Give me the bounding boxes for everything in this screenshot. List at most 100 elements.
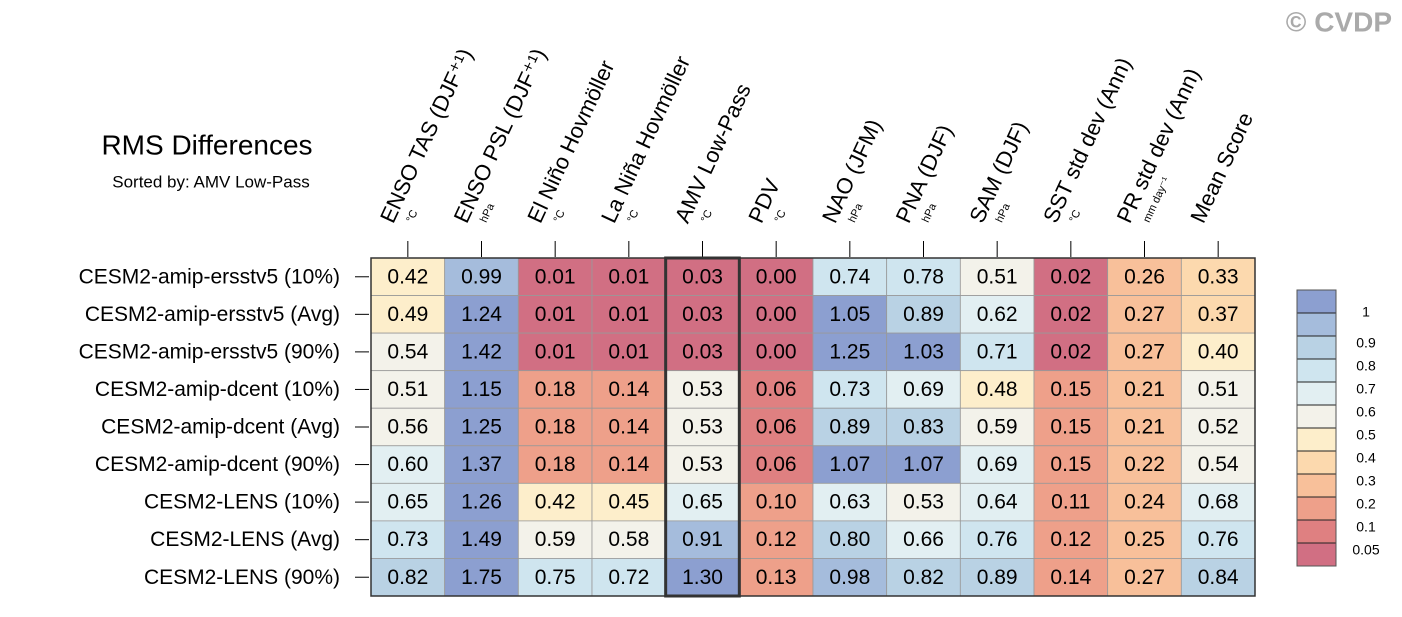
cell-label: 0.62 bbox=[977, 303, 1018, 326]
cell-label: 0.22 bbox=[1124, 453, 1165, 476]
cell bbox=[1107, 445, 1182, 484]
colorbar-box bbox=[1296, 358, 1337, 383]
cell-label: 0.98 bbox=[829, 566, 870, 589]
cell-label: 1.49 bbox=[461, 528, 502, 551]
cell-label: 0.12 bbox=[756, 528, 797, 551]
cell bbox=[370, 558, 446, 597]
colorbar-label: 0.6 bbox=[1356, 404, 1376, 420]
cell bbox=[517, 558, 593, 597]
cell bbox=[959, 558, 1035, 597]
cell bbox=[444, 332, 519, 372]
cell bbox=[665, 558, 740, 597]
cell bbox=[1107, 332, 1182, 372]
cell bbox=[738, 295, 814, 334]
cell bbox=[1180, 407, 1256, 447]
cell-label: 0.66 bbox=[903, 528, 944, 551]
cell-label: 0.15 bbox=[1050, 378, 1091, 401]
cell-label: 0.01 bbox=[608, 340, 649, 363]
cell-label: 0.68 bbox=[1198, 491, 1239, 514]
cell bbox=[1180, 332, 1256, 372]
cell-label: 0.64 bbox=[977, 491, 1018, 514]
cell bbox=[591, 295, 667, 334]
cell-label: 0.52 bbox=[1198, 416, 1239, 439]
cell-label: 0.51 bbox=[977, 265, 1018, 288]
cell-label: 0.51 bbox=[387, 378, 428, 401]
cell bbox=[738, 407, 814, 447]
cell bbox=[591, 520, 667, 559]
colorbar-box bbox=[1296, 450, 1337, 475]
cell-label: 0.42 bbox=[535, 491, 576, 514]
cell-label: 0.69 bbox=[977, 453, 1018, 476]
row-label: CESM2-amip-dcent (10%) bbox=[95, 378, 340, 401]
cell-label: 0.65 bbox=[387, 491, 428, 514]
cell-label: 0.73 bbox=[829, 378, 870, 401]
cell-label: 0.01 bbox=[608, 303, 649, 326]
cell-label: 1.24 bbox=[461, 303, 502, 326]
cell-label: 0.91 bbox=[682, 528, 723, 551]
cell bbox=[665, 332, 740, 372]
cell-label: 1.15 bbox=[461, 378, 502, 401]
colorbar-box bbox=[1296, 496, 1337, 521]
cell-label: 1.75 bbox=[461, 566, 502, 589]
cell-label: 0.06 bbox=[756, 378, 797, 401]
cell bbox=[738, 257, 814, 296]
cell bbox=[1180, 295, 1256, 334]
cell-label: 0.59 bbox=[977, 416, 1018, 439]
colorbar-box bbox=[1296, 519, 1337, 544]
column-unit: °C bbox=[1067, 208, 1083, 224]
cell-label: 0.21 bbox=[1124, 416, 1165, 439]
cell-label: 0.33 bbox=[1198, 265, 1239, 288]
cell bbox=[444, 257, 519, 296]
colorbar-label: 0.5 bbox=[1356, 427, 1376, 443]
column-label: AMV Low-Pass bbox=[670, 80, 756, 227]
cell bbox=[959, 370, 1035, 409]
cell-label: 0.18 bbox=[535, 416, 576, 439]
colorbar-label: 1 bbox=[1362, 304, 1370, 320]
cell-label: 0.83 bbox=[903, 416, 944, 439]
cell-label: 0.42 bbox=[387, 265, 428, 288]
cell-label: 0.53 bbox=[903, 491, 944, 514]
cell-label: 0.27 bbox=[1124, 303, 1165, 326]
cell bbox=[738, 520, 814, 559]
cell bbox=[517, 520, 593, 559]
sort-highlight bbox=[664, 256, 741, 598]
cell-label: 1.30 bbox=[682, 566, 723, 589]
colorbar-label: 0.2 bbox=[1356, 496, 1376, 512]
cell-label: 0.01 bbox=[535, 340, 576, 363]
cell-label: 0.99 bbox=[461, 265, 502, 288]
colorbar-box bbox=[1296, 473, 1337, 498]
row-label: CESM2-LENS (10%) bbox=[144, 491, 340, 514]
cell bbox=[1107, 295, 1182, 334]
column-unit: °C bbox=[699, 208, 715, 224]
cell-label: 0.63 bbox=[829, 491, 870, 514]
cell bbox=[1180, 370, 1256, 409]
cell bbox=[738, 482, 814, 522]
cell bbox=[665, 520, 740, 559]
cell-label: 0.73 bbox=[387, 528, 428, 551]
cell bbox=[370, 445, 446, 484]
cell bbox=[591, 407, 667, 447]
cell bbox=[444, 445, 519, 484]
cell-label: 0.00 bbox=[756, 303, 797, 326]
cell bbox=[444, 482, 519, 522]
cell-label: 0.82 bbox=[387, 566, 428, 589]
cell-label: 1.26 bbox=[461, 491, 502, 514]
colorbar-label: 0.05 bbox=[1352, 542, 1379, 558]
cell-label: 0.48 bbox=[977, 378, 1018, 401]
cell bbox=[591, 370, 667, 409]
cell-label: 1.37 bbox=[461, 453, 502, 476]
cell-label: 0.49 bbox=[387, 303, 428, 326]
colorbar-label: 0.4 bbox=[1356, 450, 1376, 466]
cell-label: 0.51 bbox=[1198, 378, 1239, 401]
cell-label: 0.37 bbox=[1198, 303, 1239, 326]
cell-label: 1.07 bbox=[829, 453, 870, 476]
cell-label: 0.80 bbox=[829, 528, 870, 551]
row-label: CESM2-amip-dcent (Avg) bbox=[101, 416, 340, 439]
column-unit: °C bbox=[404, 208, 420, 224]
cell-label: 0.21 bbox=[1124, 378, 1165, 401]
cell bbox=[1107, 370, 1182, 409]
cell-label: 0.11 bbox=[1051, 491, 1090, 514]
cell-label: 0.18 bbox=[535, 453, 576, 476]
